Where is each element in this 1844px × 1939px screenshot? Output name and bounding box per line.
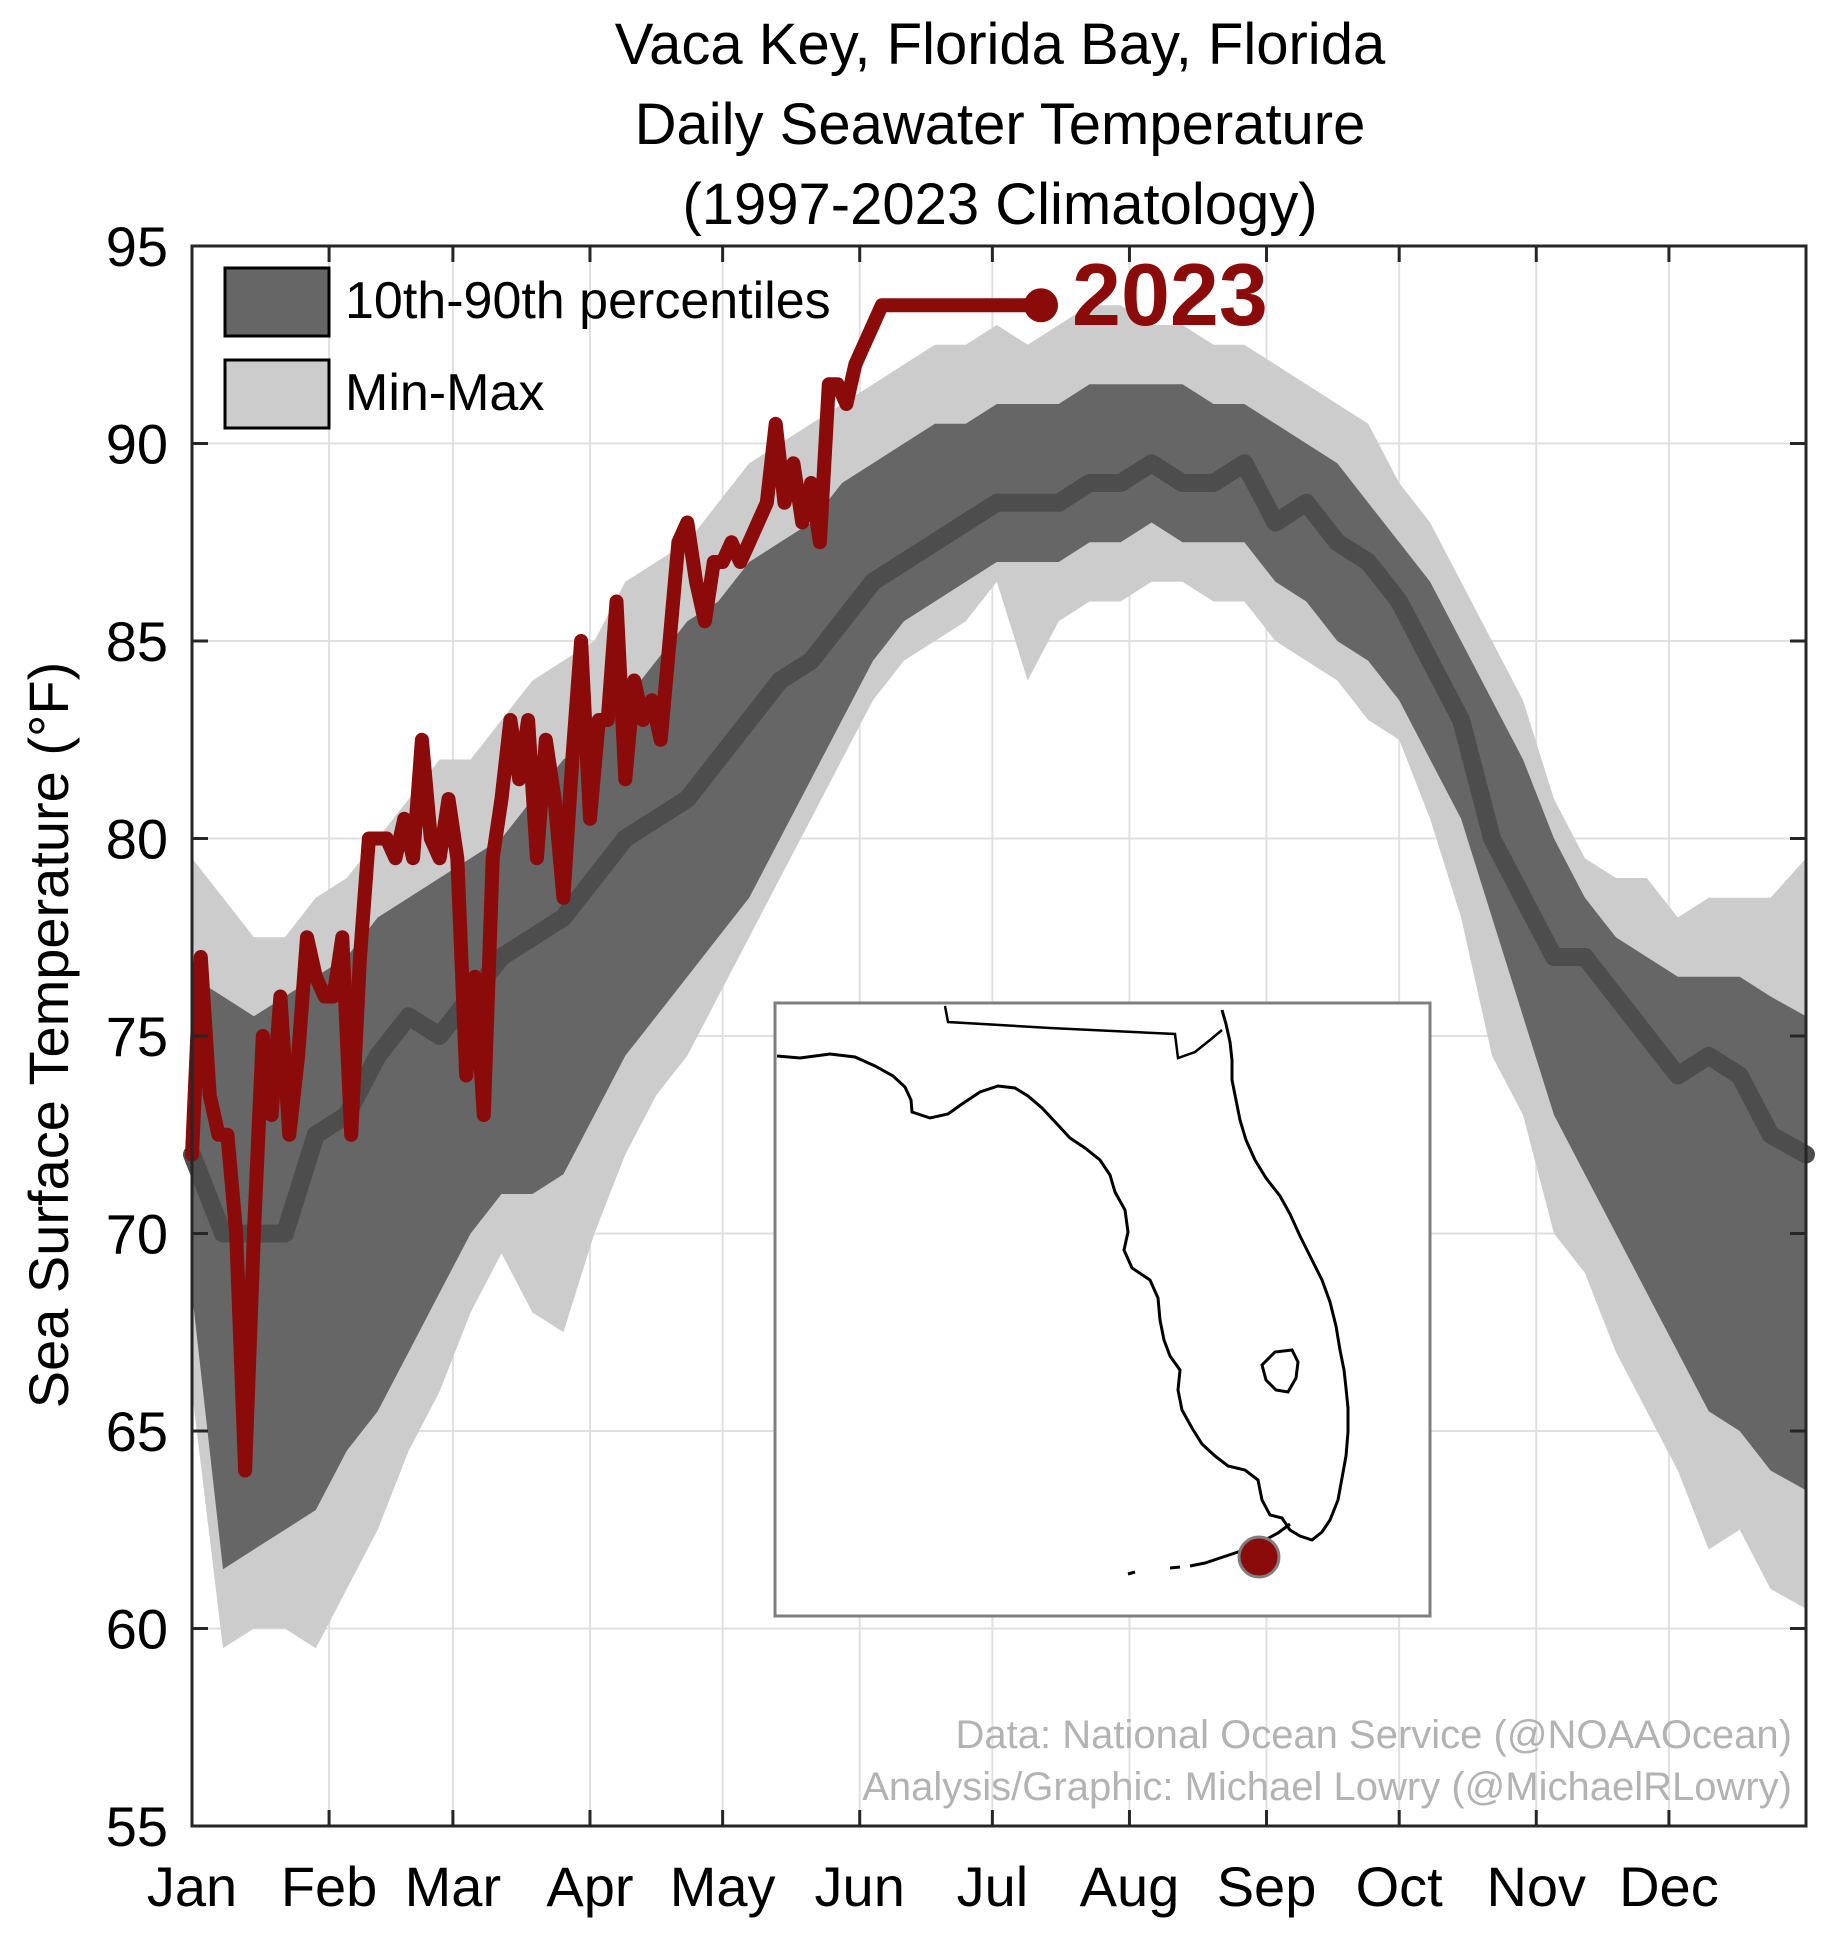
- chart-title-line-2: Daily Seawater Temperature: [635, 92, 1366, 157]
- florida-outline: [776, 1009, 1350, 1542]
- y-tick-label-55: 55: [106, 1795, 168, 1858]
- chart-title-line-3: (1997-2023 Climatology): [682, 172, 1317, 237]
- y-tick-label-90: 90: [106, 413, 168, 476]
- legend: 10th-90th percentiles Min-Max: [223, 266, 831, 430]
- y-tick-label-85: 85: [106, 610, 168, 673]
- x-tick-label-nov: Nov: [1486, 1855, 1586, 1918]
- y-tick-label-80: 80: [106, 808, 168, 871]
- percentile-band: [192, 384, 1806, 1570]
- y-axis-label: Sea Surface Temperature (°F): [17, 662, 80, 1409]
- credit-data-source: Data: National Ocean Service (@NOAAOcean…: [955, 1713, 1792, 1757]
- chart-title-line-1: Vaca Key, Florida Bay, Florida: [615, 12, 1386, 77]
- x-tick-label-jul: Jul: [957, 1855, 1029, 1918]
- x-tick-label-apr: Apr: [546, 1855, 633, 1918]
- legend-label-minmax: Min-Max: [345, 364, 544, 422]
- x-tick-label-mar: Mar: [405, 1855, 501, 1918]
- series-2023-endpoint: [1024, 288, 1059, 323]
- inset-frame: [773, 1001, 1432, 1618]
- y-tick-label-75: 75: [106, 1005, 168, 1068]
- y-tick-label-65: 65: [106, 1400, 168, 1463]
- year-2023-label: 2023: [1072, 245, 1268, 344]
- x-tick-label-jun: Jun: [815, 1855, 905, 1918]
- x-tick-label-may: May: [670, 1855, 776, 1918]
- vaca-key-location-marker: [1237, 1535, 1281, 1579]
- y-tick-label-95: 95: [106, 215, 168, 278]
- lake-okeechobee: [1260, 1348, 1300, 1394]
- x-tick-label-sep: Sep: [1217, 1855, 1317, 1918]
- legend-label-percentiles: 10th-90th percentiles: [345, 272, 831, 330]
- legend-swatch-minmax: [223, 358, 331, 430]
- x-tick-label-dec: Dec: [1619, 1855, 1719, 1918]
- state-border-line: [943, 1005, 1223, 1060]
- florida-inset-map: [773, 1001, 1432, 1618]
- x-tick-label-aug: Aug: [1080, 1855, 1180, 1918]
- credit-analysis: Analysis/Graphic: Michael Lowry (@Michae…: [862, 1765, 1792, 1809]
- x-tick-label-oct: Oct: [1356, 1855, 1444, 1918]
- series-2023-line: [185, 298, 1048, 1478]
- x-tick-label-jan: Jan: [147, 1855, 237, 1918]
- x-tick-label-feb: Feb: [281, 1855, 378, 1918]
- legend-swatch-percentiles: [223, 266, 331, 338]
- y-tick-label-60: 60: [106, 1598, 168, 1661]
- y-tick-label-70: 70: [106, 1203, 168, 1266]
